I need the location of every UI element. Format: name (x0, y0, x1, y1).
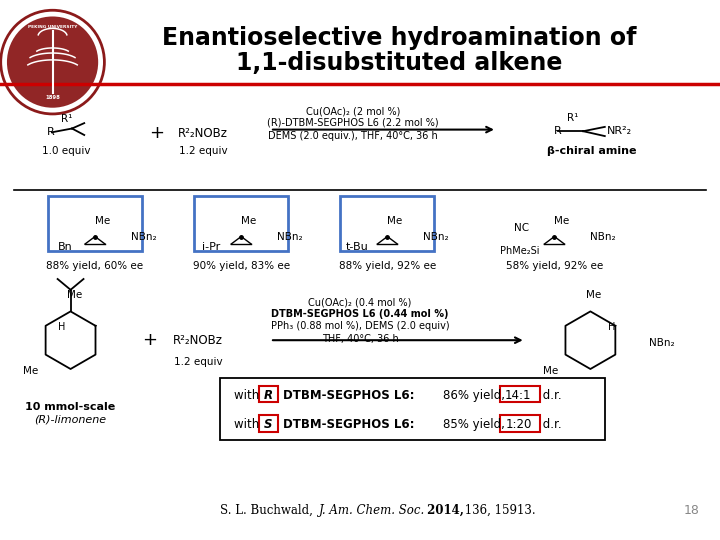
Text: 1.2 equiv: 1.2 equiv (179, 146, 228, 156)
Text: DTBM-SEGPHOS L6:: DTBM-SEGPHOS L6: (283, 389, 415, 402)
Text: NC: NC (514, 224, 530, 233)
Text: R¹: R¹ (60, 114, 72, 124)
Text: 58% yield, 92% ee: 58% yield, 92% ee (505, 261, 603, 271)
Text: Me: Me (543, 367, 559, 376)
Text: β-chiral amine: β-chiral amine (547, 146, 636, 156)
Text: S. L. Buchwald,: S. L. Buchwald, (220, 504, 316, 517)
Text: R: R (47, 127, 54, 137)
Text: DTBM-SEGPHOS L6:: DTBM-SEGPHOS L6: (283, 418, 415, 431)
Text: PhMe₂Si: PhMe₂Si (500, 246, 539, 255)
Text: 14:1: 14:1 (505, 389, 531, 402)
Text: R: R (554, 126, 562, 136)
Text: d.r.: d.r. (539, 418, 561, 431)
Text: H: H (58, 322, 66, 333)
Text: H: H (608, 322, 616, 333)
Text: Cu(OAc)₂ (0.4 mol %): Cu(OAc)₂ (0.4 mol %) (308, 297, 412, 307)
Text: DEMS (2.0 equiv.), THF, 40°C, 36 h: DEMS (2.0 equiv.), THF, 40°C, 36 h (268, 131, 438, 141)
Text: NBn₂: NBn₂ (131, 232, 157, 241)
Text: S: S (264, 418, 273, 431)
Text: Me: Me (554, 217, 570, 226)
Text: 18: 18 (684, 504, 700, 517)
Text: t-Bu: t-Bu (346, 242, 369, 252)
Text: 88% yield, 92% ee: 88% yield, 92% ee (338, 261, 436, 271)
Bar (500, 386, 540, 402)
Text: DTBM-SEGPHOS L6 (0.44 mol %): DTBM-SEGPHOS L6 (0.44 mol %) (271, 309, 449, 319)
Text: R²₂NOBz: R²₂NOBz (178, 127, 228, 140)
Text: R: R (264, 389, 273, 402)
Text: 1898: 1898 (45, 95, 60, 100)
Text: with: with (234, 389, 263, 402)
Text: NBn₂: NBn₂ (423, 232, 449, 241)
Text: Me: Me (387, 217, 402, 226)
Text: NBn₂: NBn₂ (649, 338, 675, 348)
Text: Enantioselective hydroamination of: Enantioselective hydroamination of (162, 26, 637, 50)
Bar (259, 386, 278, 402)
Text: Me: Me (66, 290, 82, 300)
Circle shape (7, 17, 98, 107)
Text: NR²₂: NR²₂ (607, 126, 632, 136)
Text: 90% yield, 83% ee: 90% yield, 83% ee (193, 261, 289, 271)
Text: 10 mmol-scale: 10 mmol-scale (25, 402, 116, 413)
Text: 1:20: 1:20 (505, 418, 531, 431)
Text: 2014,: 2014, (423, 504, 464, 517)
Text: R¹: R¹ (567, 113, 579, 123)
Text: PPh₃ (0.88 mol %), DEMS (2.0 equiv): PPh₃ (0.88 mol %), DEMS (2.0 equiv) (271, 321, 449, 331)
Text: Me: Me (94, 217, 110, 226)
Text: Cu(OAc)₂ (2 mol %): Cu(OAc)₂ (2 mol %) (305, 107, 400, 117)
Text: PEKING UNIVERSITY: PEKING UNIVERSITY (28, 25, 77, 29)
Text: (R)-limonene: (R)-limonene (35, 414, 107, 424)
Text: i-Pr: i-Pr (202, 242, 220, 252)
Text: +: + (143, 331, 157, 349)
Text: 86% yield,: 86% yield, (443, 389, 508, 402)
Bar (220, 378, 605, 440)
Text: +: + (150, 124, 164, 143)
Text: 1.2 equiv: 1.2 equiv (174, 357, 222, 367)
Text: 1.0 equiv: 1.0 equiv (42, 146, 91, 156)
Text: 85% yield,: 85% yield, (443, 418, 508, 431)
Text: 88% yield, 60% ee: 88% yield, 60% ee (47, 261, 143, 271)
Text: with: with (234, 418, 263, 431)
Text: NBn₂: NBn₂ (590, 232, 616, 241)
Text: THF, 40°C, 36 h: THF, 40°C, 36 h (322, 334, 398, 344)
Text: 1,1-disubstituted alkene: 1,1-disubstituted alkene (236, 51, 563, 75)
Text: Bn: Bn (58, 242, 72, 252)
Text: 136, 15913.: 136, 15913. (461, 504, 536, 517)
Text: J. Am. Chem. Soc.: J. Am. Chem. Soc. (319, 504, 426, 517)
Text: R²₂NOBz: R²₂NOBz (173, 334, 223, 347)
Bar (500, 415, 540, 431)
Text: Me: Me (240, 217, 256, 226)
Text: NBn₂: NBn₂ (277, 232, 303, 241)
Text: Me: Me (23, 367, 39, 376)
Text: Me: Me (586, 290, 602, 300)
Text: (R)-DTBM-SEGPHOS L6 (2.2 mol %): (R)-DTBM-SEGPHOS L6 (2.2 mol %) (267, 118, 438, 127)
Text: d.r.: d.r. (539, 389, 561, 402)
Bar (259, 415, 278, 431)
